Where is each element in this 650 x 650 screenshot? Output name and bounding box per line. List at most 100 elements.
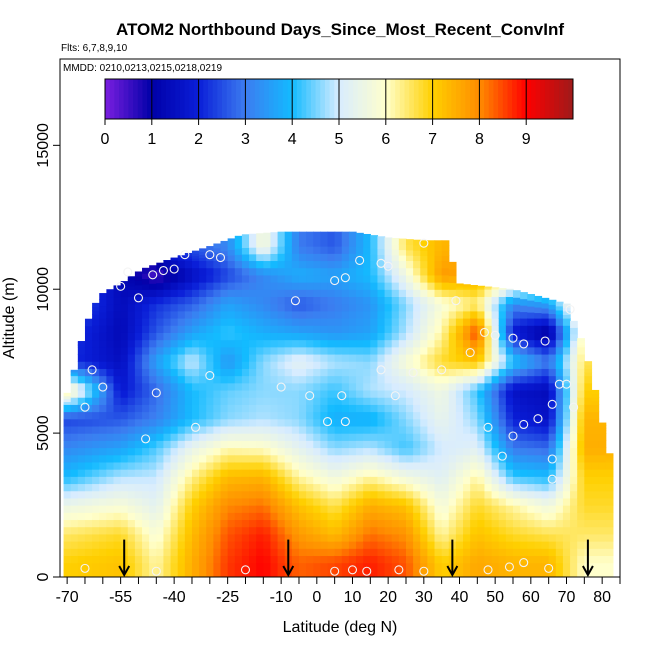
heat-cell [177, 469, 186, 477]
heat-cell [534, 361, 543, 369]
heat-cell [234, 418, 243, 427]
heat-cell [106, 411, 115, 420]
heat-cell [413, 541, 421, 549]
heat-cell [298, 361, 307, 369]
heat-cell [512, 533, 521, 542]
heat-cell [534, 562, 543, 571]
heat-cell [149, 353, 157, 362]
heat-cell [455, 490, 464, 499]
heat-cell [512, 353, 521, 362]
heat-cell [570, 433, 578, 441]
heat-cell [370, 404, 379, 413]
heat-cell [270, 361, 279, 369]
heat-cell [220, 541, 229, 549]
heat-cell [220, 318, 229, 326]
heat-cell [63, 447, 72, 456]
heat-cell [63, 562, 72, 571]
heat-cell [441, 411, 450, 420]
heat-cell [298, 505, 307, 513]
heat-cell [356, 519, 364, 528]
heat-cell [277, 519, 286, 528]
heat-cell [234, 562, 243, 571]
heat-cell [441, 361, 450, 369]
heat-cell [570, 454, 578, 463]
heat-cell [427, 361, 436, 369]
heat-cell [441, 389, 450, 398]
heat-cell [520, 382, 528, 391]
heat-cell [391, 325, 400, 333]
heat-cell [249, 476, 257, 485]
heat-cell [127, 397, 136, 405]
heat-cell [170, 259, 179, 261]
heat-cell [206, 490, 214, 499]
heat-cell [377, 382, 386, 391]
heat-cell [284, 433, 293, 441]
heat-cell [99, 541, 107, 549]
heat-cell [284, 526, 293, 535]
heat-cell [484, 318, 493, 326]
heat-cell [534, 541, 543, 549]
heat-cell [213, 490, 222, 499]
heat-cell [520, 476, 528, 485]
heat-cell [284, 274, 293, 283]
heat-cell [527, 505, 535, 513]
heat-cell [598, 483, 607, 492]
heat-cell [113, 296, 122, 305]
heat-cell [291, 404, 300, 413]
heat-cell [470, 541, 478, 549]
heat-cell [249, 454, 257, 463]
heat-cell [127, 512, 136, 521]
heat-cell [313, 238, 321, 247]
heat-cell [191, 250, 200, 254]
heat-cell [320, 404, 329, 413]
heat-cell [142, 454, 150, 463]
heat-cell [120, 447, 129, 456]
heat-cell [284, 346, 293, 355]
heat-cell [170, 454, 179, 463]
observation-point [141, 434, 151, 444]
heat-cell [106, 505, 115, 513]
heat-cell [577, 338, 585, 341]
heat-cell [398, 289, 407, 298]
heat-cell [598, 562, 607, 571]
heat-cell [455, 303, 464, 312]
heat-cell [541, 375, 550, 384]
heat-cell [220, 260, 229, 269]
x-tick-label: 80 [593, 589, 611, 606]
heat-cell [249, 461, 257, 470]
heat-cell [591, 425, 600, 434]
heat-cell [106, 425, 115, 434]
heat-cell [384, 254, 393, 262]
heat-cell [555, 305, 564, 311]
heat-cell [377, 533, 386, 542]
heat-cell [498, 303, 507, 312]
heat-cell [341, 490, 350, 499]
colorbar-segment [399, 79, 406, 119]
heat-cell [577, 342, 585, 346]
heat-cell [184, 533, 193, 542]
heat-cell [213, 325, 222, 333]
heat-cell [434, 447, 443, 456]
heat-cell [562, 303, 571, 308]
heat-cell [77, 440, 86, 449]
heat-cell [370, 569, 379, 577]
heat-cell [249, 404, 257, 413]
heat-cell [241, 541, 250, 549]
observation-point [451, 296, 461, 306]
heat-cell [463, 418, 471, 427]
heat-cell [241, 433, 250, 441]
heat-cell [434, 454, 443, 463]
heat-cell [391, 389, 400, 398]
heat-cell [377, 541, 386, 549]
heat-cell [541, 469, 550, 477]
heat-cell [77, 541, 86, 549]
heat-cell [384, 274, 393, 283]
heat-cell [491, 296, 500, 305]
heat-cell [156, 418, 165, 427]
heat-cell [455, 375, 464, 384]
profile-arrow [446, 539, 459, 578]
heat-cell [256, 240, 264, 248]
heat-cell [420, 418, 428, 427]
heat-cell [277, 246, 286, 254]
heat-cell [220, 476, 229, 485]
